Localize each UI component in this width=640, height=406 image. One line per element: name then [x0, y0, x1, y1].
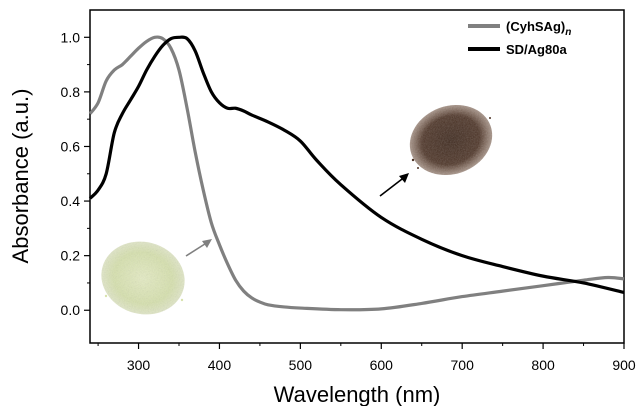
x-tick-label: 400	[208, 357, 232, 373]
series-line-cyhsag	[88, 35, 625, 312]
x-tick-label: 700	[451, 357, 475, 373]
y-tick-label: 0.6	[61, 138, 81, 154]
x-tick-label: 600	[370, 357, 394, 373]
tick-labels: 300 400 500 600 700 800 900 0.0 0.2 0.4 0.6 0.8 1.0	[61, 29, 636, 373]
y-tick-label: 1.0	[61, 29, 81, 45]
x-tick-label: 500	[289, 357, 313, 373]
legend-label-cyhsag: (CyhSAg)n	[506, 19, 571, 38]
y-tick-label: 0.8	[61, 84, 81, 100]
y-tick-label: 0.2	[61, 248, 81, 264]
gray-arrow	[185, 241, 209, 257]
axis-ticks	[84, 36, 625, 349]
legend-label-sdag80a: SD/Ag80a	[506, 42, 567, 57]
series-line-sdag80a	[88, 35, 625, 295]
series-lines	[88, 35, 625, 312]
x-tick-label: 300	[127, 357, 151, 373]
legend: (CyhSAg)n SD/Ag80a	[468, 19, 571, 57]
gray-arrow-head	[202, 239, 212, 248]
black-arrow-head	[399, 173, 409, 183]
x-tick-label: 800	[531, 357, 555, 373]
legend-subscript-n: n	[565, 27, 571, 38]
y-tick-label: 0.4	[61, 193, 81, 209]
black-arrow	[379, 175, 407, 197]
x-axis-title: Wavelength (nm)	[274, 382, 441, 406]
y-axis-title: Absorbance (a.u.)	[8, 89, 33, 264]
y-tick-label: 0.0	[61, 302, 81, 318]
x-tick-label: 900	[612, 357, 636, 373]
dark-powder-image	[409, 104, 493, 176]
plot-frame	[89, 9, 625, 344]
light-powder-image	[101, 241, 185, 315]
